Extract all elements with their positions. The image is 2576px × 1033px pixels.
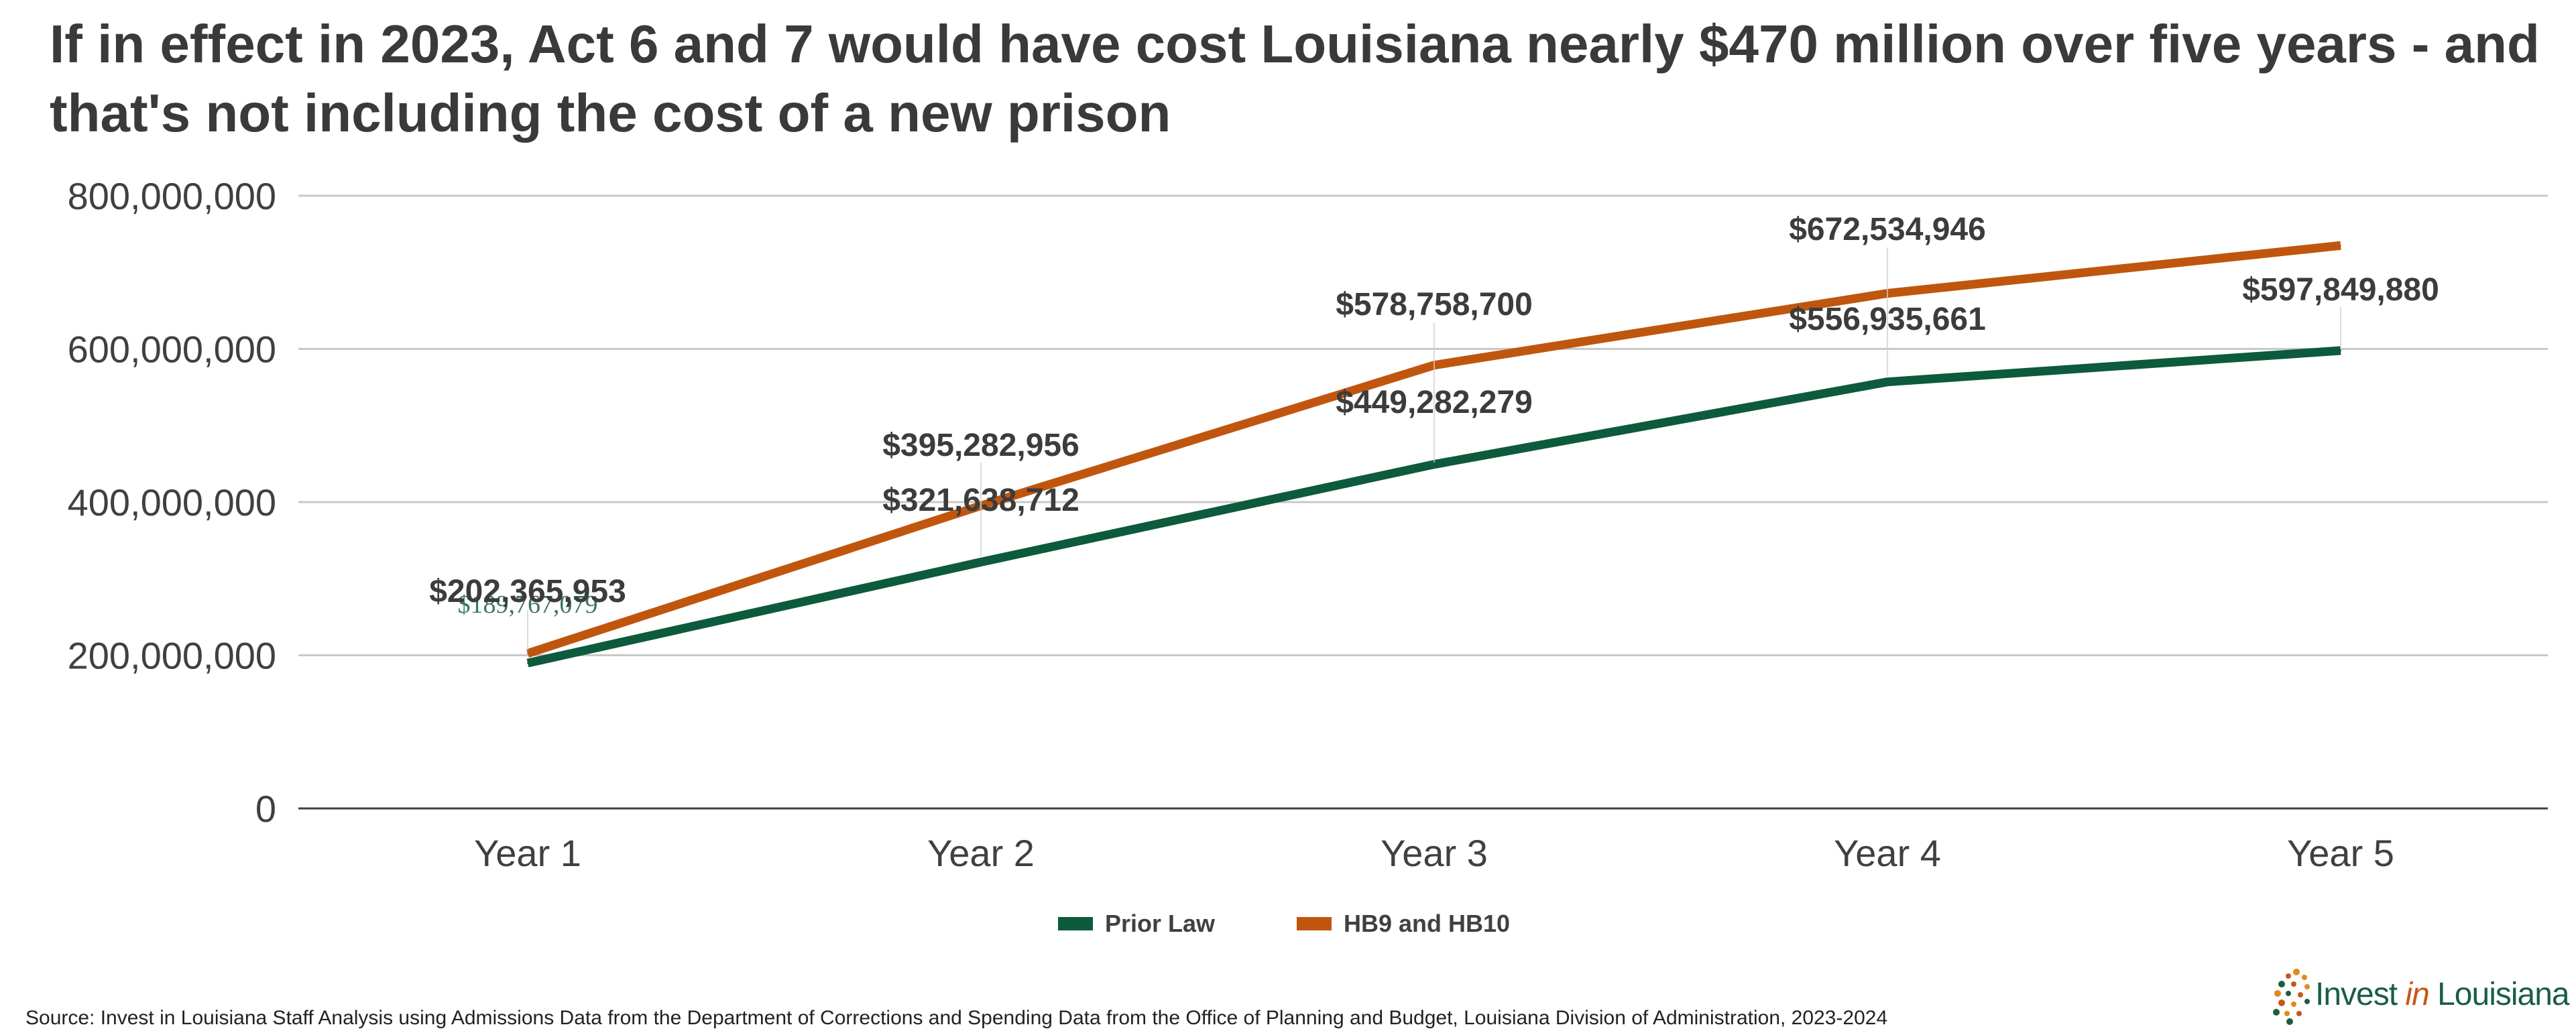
data-point <box>980 561 982 563</box>
x-axis: Year 1 Year 2 Year 3 Year 4 Year 5 <box>474 832 2394 874</box>
data-point <box>527 662 528 664</box>
x-tick-label: Year 5 <box>2287 832 2394 874</box>
legend-swatch <box>1297 917 1332 930</box>
logo-dot <box>2291 981 2296 987</box>
logo-dot <box>2302 975 2307 980</box>
logo-dot <box>2286 991 2291 996</box>
source-note: Source: Invest in Louisiana Staff Analys… <box>25 1007 1888 1029</box>
invest-in-louisiana-logo: Invest in Louisiana <box>2270 965 2570 1026</box>
y-tick-label: 0 <box>255 788 276 830</box>
legend-swatch <box>1058 917 1093 930</box>
logo-dot <box>2298 992 2303 997</box>
data-point <box>2340 245 2341 247</box>
legend: Prior Law HB9 and HB10 <box>1058 910 1510 937</box>
legend-label: Prior Law <box>1105 910 1216 937</box>
logo-dots-icon <box>2273 969 2310 1025</box>
data-point <box>527 652 528 654</box>
x-tick-label: Year 4 <box>1834 832 1941 874</box>
x-tick-label: Year 1 <box>474 832 581 874</box>
y-axis: 0 200,000,000 400,000,000 600,000,000 800,00… <box>68 175 2548 830</box>
data-label-hb9-hb10: $672,534,946 <box>1789 212 1986 247</box>
y-tick-label: 800,000,000 <box>68 175 276 217</box>
logo-word-louisiana: Louisiana <box>2437 977 2569 1012</box>
logo-dot <box>2296 1011 2302 1016</box>
logo-dot <box>2293 969 2300 975</box>
x-tick-label: Year 2 <box>927 832 1035 874</box>
data-label-hb9-hb10: $578,758,700 <box>1336 287 1533 322</box>
data-label-hb9-hb10: $395,282,956 <box>882 428 1079 463</box>
logo-dot <box>2284 1011 2290 1016</box>
y-tick-label: 600,000,000 <box>68 328 276 371</box>
logo-word-in: in <box>2405 977 2429 1012</box>
data-point <box>1887 381 1888 383</box>
data-label-hb9-hb10: $202,365,953 <box>429 574 626 609</box>
gridlines <box>298 194 2548 656</box>
data-labels: $189,767,079$321,638,712$449,282,279$556… <box>429 212 2439 650</box>
logo-word-invest: Invest <box>2315 977 2398 1012</box>
legend-label: HB9 and HB10 <box>1344 910 1510 937</box>
logo-dot <box>2304 984 2310 989</box>
logo-dot <box>2273 1009 2280 1016</box>
logo-dot <box>2286 1018 2293 1025</box>
data-point <box>2340 349 2341 351</box>
logo-dot <box>2278 999 2285 1006</box>
data-point <box>1433 463 1435 465</box>
y-tick-label: 200,000,000 <box>68 635 276 677</box>
x-tick-label: Year 3 <box>1381 832 1488 874</box>
logo-dot <box>2278 981 2285 987</box>
logo-dot <box>2304 999 2310 1004</box>
chart-title: If in effect in 2023, Act 6 and 7 would … <box>50 14 2540 143</box>
logo-dot <box>2291 1001 2296 1007</box>
y-tick-label: 400,000,000 <box>68 481 276 524</box>
logo-dot <box>2286 973 2291 979</box>
logo-text: Invest in Louisiana <box>2315 976 2570 1013</box>
data-label-prior-law: $597,849,880 <box>2242 272 2439 308</box>
logo-dot <box>2274 990 2281 997</box>
